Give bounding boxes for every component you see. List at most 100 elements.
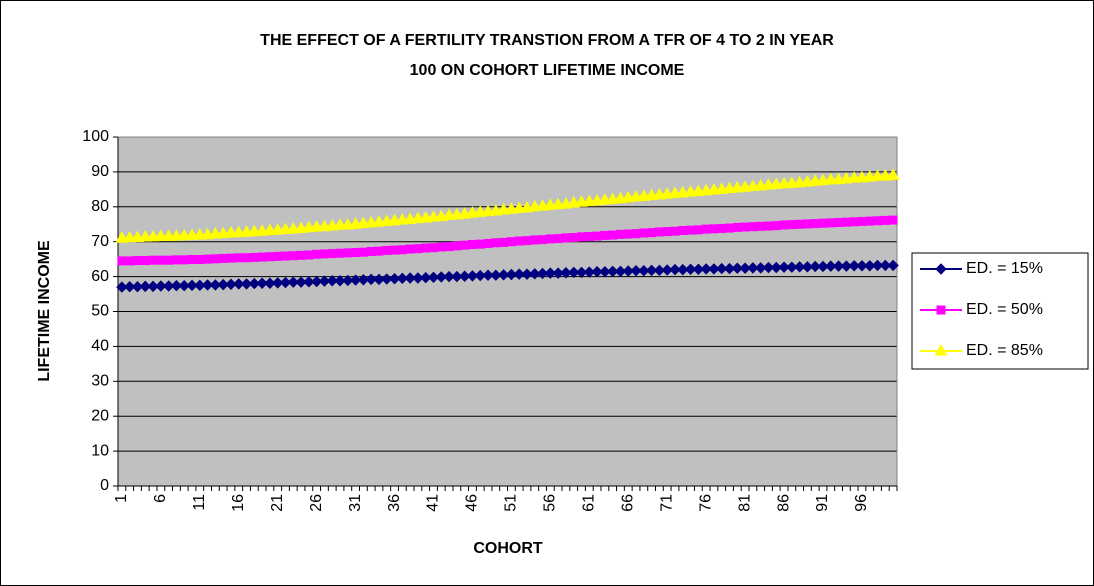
marker	[296, 250, 306, 260]
marker	[778, 261, 790, 273]
legend-label: ED. = 85%	[966, 342, 1043, 359]
marker	[615, 229, 625, 239]
marker	[771, 221, 781, 231]
y-axis-label: LIFETIME INCOME	[36, 240, 53, 382]
marker	[382, 245, 392, 255]
marker	[146, 229, 160, 242]
marker	[777, 176, 791, 189]
marker	[787, 220, 797, 230]
marker	[521, 268, 533, 280]
marker	[670, 226, 680, 236]
marker	[279, 222, 292, 234]
marker	[779, 220, 789, 230]
marker	[419, 271, 432, 284]
chart-title: 100 ON COHORT LIFETIME INCOME	[410, 62, 685, 79]
marker	[280, 251, 290, 261]
marker	[622, 265, 634, 277]
marker	[545, 234, 555, 244]
marker	[630, 264, 642, 277]
marker	[287, 276, 299, 288]
y-tick-label: 60	[91, 268, 109, 285]
marker	[669, 263, 681, 276]
series	[116, 259, 899, 293]
series	[115, 168, 900, 243]
marker	[514, 236, 524, 246]
marker	[583, 266, 596, 278]
marker	[856, 260, 868, 272]
marker	[645, 264, 658, 277]
marker	[242, 253, 252, 263]
marker	[756, 221, 766, 231]
marker	[381, 273, 393, 285]
y-tick-label: 80	[91, 198, 109, 215]
marker	[886, 168, 900, 180]
marker	[608, 230, 618, 240]
marker	[592, 231, 602, 241]
marker	[147, 280, 159, 293]
marker	[179, 255, 189, 265]
marker	[225, 278, 237, 290]
marker	[795, 219, 805, 229]
marker	[708, 263, 720, 275]
marker	[177, 228, 191, 241]
marker	[413, 244, 423, 254]
legend-label: ED. = 15%	[966, 260, 1043, 277]
x-tick-label: 41	[425, 494, 442, 512]
marker	[256, 277, 268, 289]
marker	[639, 228, 649, 238]
marker	[264, 277, 276, 289]
marker	[131, 281, 144, 293]
marker	[552, 267, 564, 279]
marker	[747, 262, 759, 274]
marker	[748, 222, 758, 232]
y-tick-label: 30	[91, 373, 109, 390]
marker	[185, 228, 199, 240]
marker	[156, 255, 166, 265]
marker	[374, 246, 384, 256]
x-tick-label: 81	[736, 494, 753, 512]
marker	[560, 267, 572, 279]
marker	[599, 266, 611, 278]
marker	[888, 215, 898, 225]
marker	[310, 275, 323, 288]
marker	[491, 238, 501, 248]
marker	[693, 225, 703, 235]
marker	[824, 172, 838, 185]
marker	[575, 266, 588, 279]
x-tick-label: 11	[191, 494, 208, 511]
marker	[170, 229, 183, 241]
marker	[544, 267, 557, 279]
marker	[435, 271, 447, 283]
marker	[210, 254, 220, 264]
marker	[358, 247, 368, 257]
marker	[115, 231, 129, 243]
marker	[342, 274, 354, 287]
marker	[725, 223, 735, 233]
marker	[335, 248, 345, 258]
marker	[170, 279, 183, 292]
marker	[209, 279, 222, 291]
marker	[786, 261, 798, 273]
marker	[762, 261, 775, 274]
marker	[265, 252, 275, 262]
marker	[662, 227, 672, 237]
marker	[288, 251, 298, 261]
marker	[326, 275, 338, 287]
marker	[131, 230, 144, 243]
marker	[148, 255, 158, 265]
marker	[390, 245, 400, 255]
marker	[333, 218, 347, 230]
marker	[591, 266, 603, 278]
marker	[530, 235, 540, 245]
marker	[536, 267, 549, 280]
marker	[513, 268, 525, 280]
marker	[818, 218, 828, 228]
marker	[864, 260, 876, 272]
marker	[319, 249, 329, 259]
marker	[349, 274, 362, 286]
marker	[857, 216, 867, 226]
marker	[584, 231, 594, 241]
marker	[809, 260, 821, 273]
marker	[178, 279, 190, 292]
marker	[351, 248, 361, 258]
